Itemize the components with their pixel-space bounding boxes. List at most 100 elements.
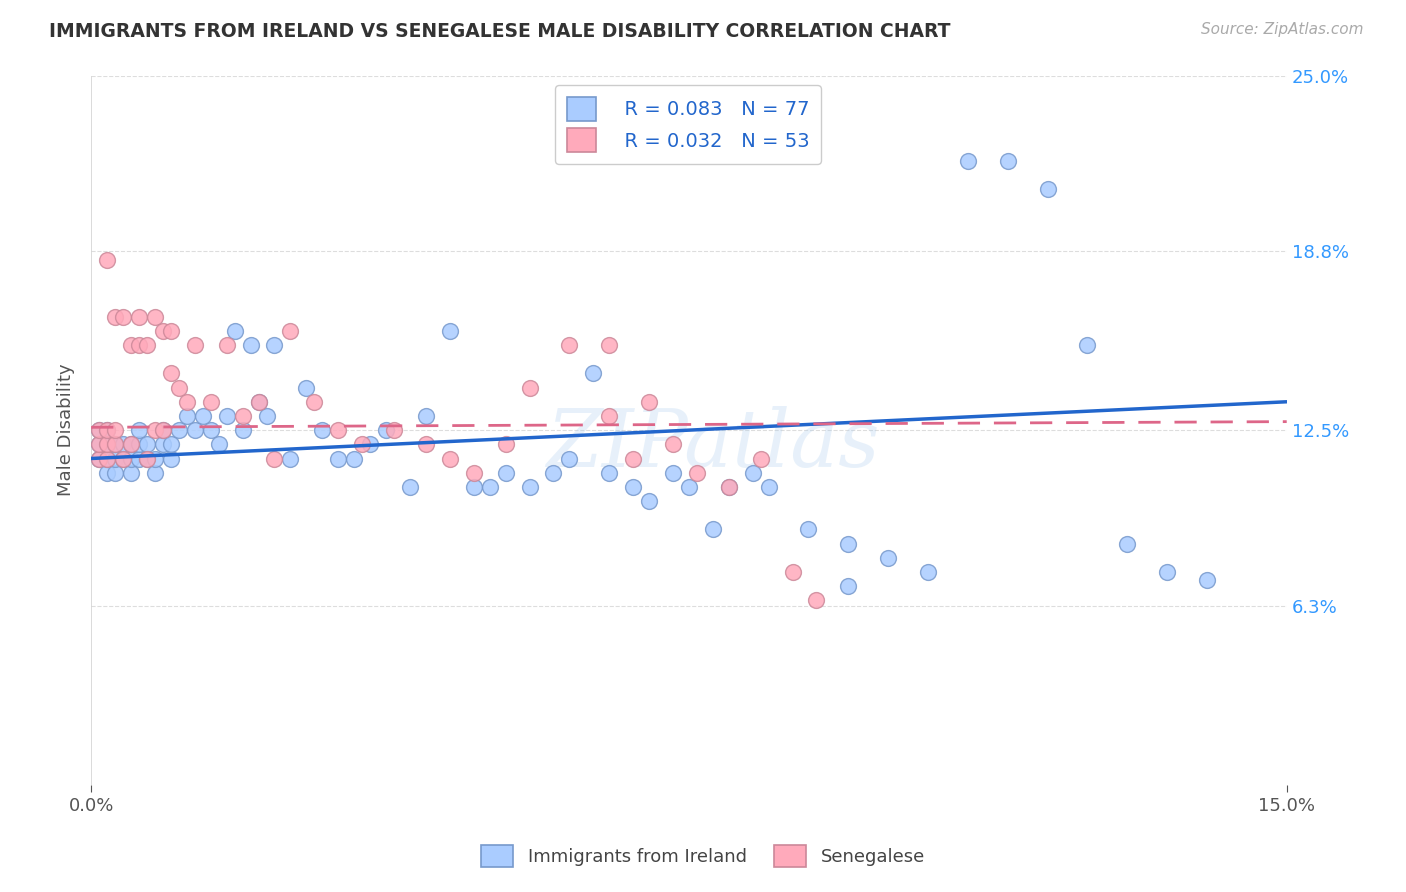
Point [143, 466, 166, 480]
Point [104, 437, 127, 451]
Point [112, 451, 135, 466]
Point [160, 367, 183, 381]
Point [96, 451, 118, 466]
Point [120, 466, 142, 480]
Point [239, 338, 262, 352]
Point [160, 324, 183, 338]
Point [87, 423, 110, 437]
Point [717, 480, 740, 494]
Point [112, 310, 135, 324]
Point [96, 466, 118, 480]
Point [1195, 574, 1218, 588]
Point [311, 423, 333, 437]
Point [782, 565, 804, 579]
Point [215, 338, 238, 352]
Point [96, 252, 118, 267]
Point [558, 451, 581, 466]
Text: IMMIGRANTS FROM IRELAND VS SENEGALESE MALE DISABILITY CORRELATION CHART: IMMIGRANTS FROM IRELAND VS SENEGALESE MA… [49, 22, 950, 41]
Point [1036, 182, 1059, 196]
Point [160, 437, 183, 451]
Point [224, 324, 246, 338]
Point [215, 409, 238, 423]
Point [997, 153, 1019, 168]
Point [439, 451, 461, 466]
Point [582, 367, 605, 381]
Point [263, 338, 285, 352]
Point [328, 423, 350, 437]
Point [304, 394, 326, 409]
Point [232, 423, 254, 437]
Point [415, 437, 437, 451]
Point [702, 523, 724, 537]
Point [621, 451, 644, 466]
Point [160, 451, 183, 466]
Point [104, 466, 127, 480]
Point [717, 480, 740, 494]
Point [956, 153, 979, 168]
Point [87, 437, 110, 451]
Point [96, 437, 118, 451]
Point [638, 494, 661, 508]
Point [104, 310, 127, 324]
Point [184, 423, 207, 437]
Point [662, 466, 685, 480]
Point [917, 565, 939, 579]
Point [263, 451, 285, 466]
Point [295, 381, 318, 395]
Point [543, 466, 565, 480]
Point [598, 466, 620, 480]
Point [877, 550, 900, 565]
Point [638, 394, 661, 409]
Point [837, 579, 859, 593]
Point [136, 338, 159, 352]
Point [167, 381, 190, 395]
Point [128, 451, 150, 466]
Point [191, 409, 214, 423]
Point [232, 409, 254, 423]
Y-axis label: Male Disability: Male Disability [58, 364, 75, 497]
Point [96, 451, 118, 466]
Legend: Immigrants from Ireland, Senegalese: Immigrants from Ireland, Senegalese [474, 838, 932, 874]
Point [439, 324, 461, 338]
Point [104, 437, 127, 451]
Point [87, 423, 110, 437]
Point [797, 523, 820, 537]
Point [152, 423, 174, 437]
Point [280, 451, 302, 466]
Point [558, 338, 581, 352]
Point [621, 480, 644, 494]
Text: ZIPatlas: ZIPatlas [546, 406, 880, 483]
Point [143, 451, 166, 466]
Point [128, 338, 150, 352]
Point [96, 423, 118, 437]
Point [152, 437, 174, 451]
Point [463, 480, 485, 494]
Point [104, 451, 127, 466]
Point [143, 310, 166, 324]
Point [128, 437, 150, 451]
Point [280, 324, 302, 338]
Point [662, 437, 685, 451]
Point [1116, 536, 1139, 550]
Text: Source: ZipAtlas.com: Source: ZipAtlas.com [1201, 22, 1364, 37]
Point [343, 451, 366, 466]
Point [143, 423, 166, 437]
Point [136, 437, 159, 451]
Point [758, 480, 780, 494]
Point [837, 536, 859, 550]
Point [87, 437, 110, 451]
Point [87, 451, 110, 466]
Point [112, 451, 135, 466]
Point [96, 423, 118, 437]
Point [519, 381, 541, 395]
Point [120, 437, 142, 451]
Point [359, 437, 381, 451]
Point [128, 423, 150, 437]
Point [104, 423, 127, 437]
Point [352, 437, 374, 451]
Point [686, 466, 709, 480]
Point [1076, 338, 1098, 352]
Point [375, 423, 398, 437]
Point [247, 394, 270, 409]
Point [167, 423, 190, 437]
